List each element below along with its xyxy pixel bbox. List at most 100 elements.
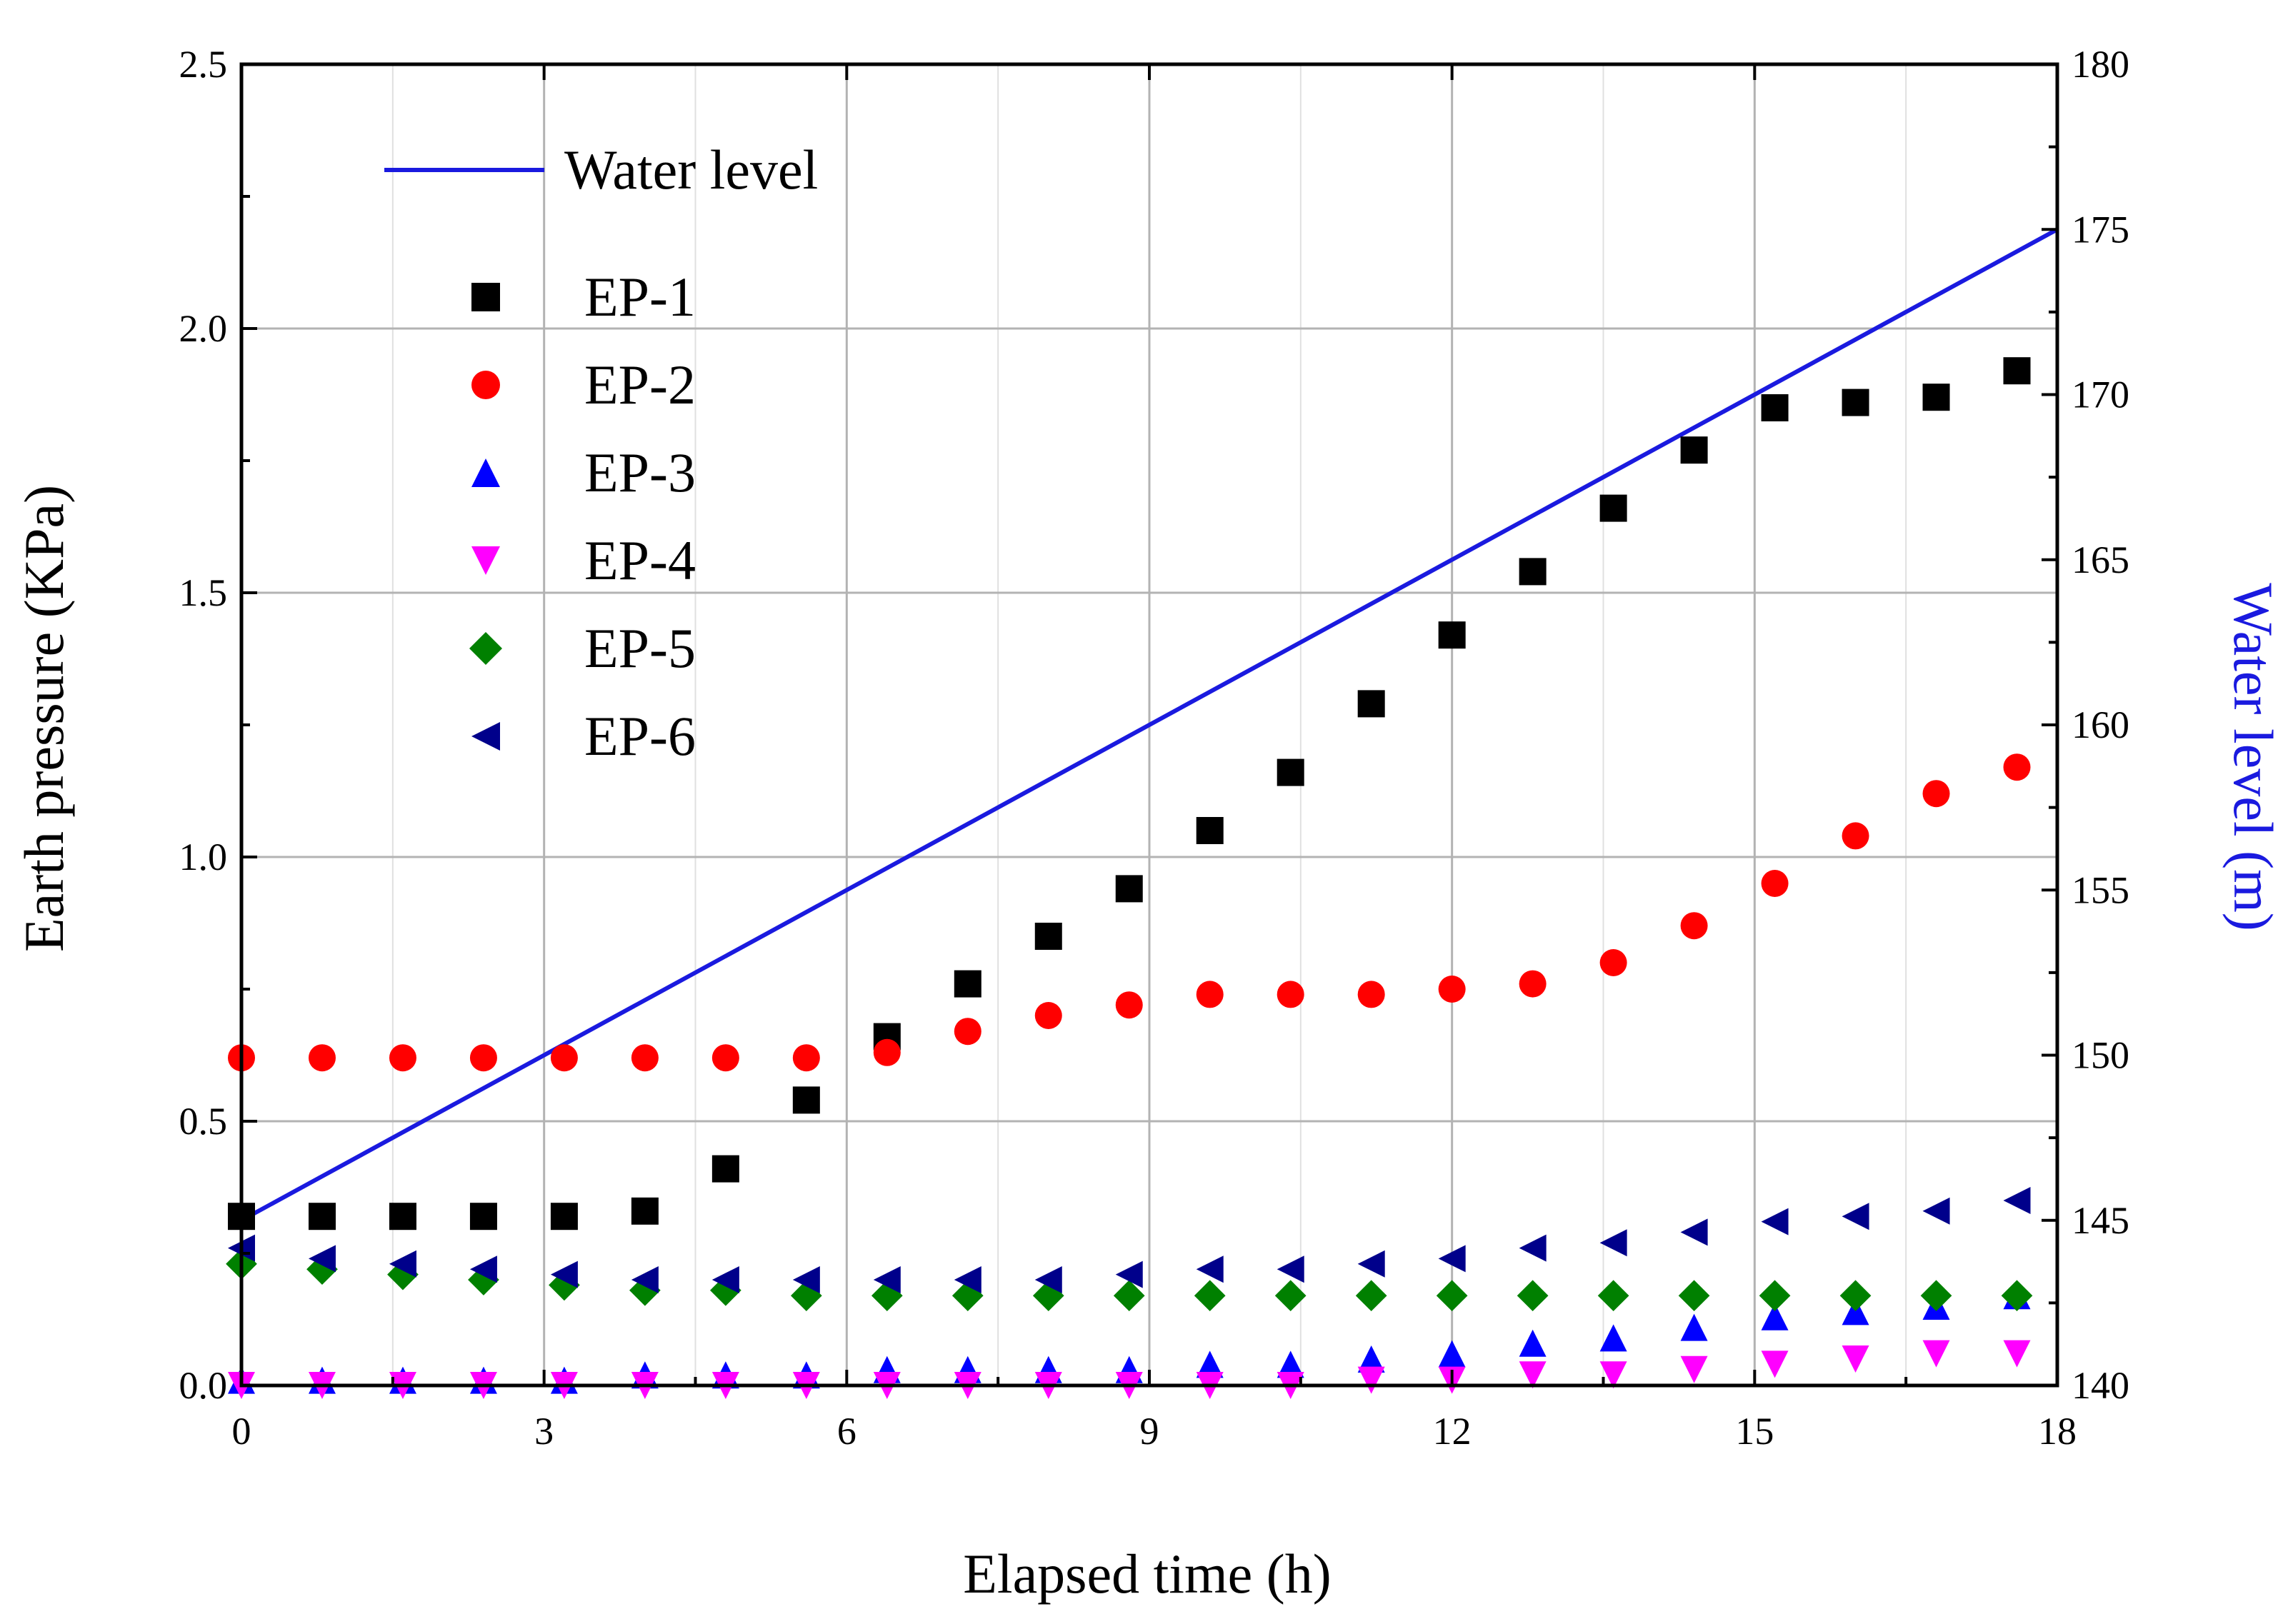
point-ep-4 bbox=[1599, 1361, 1627, 1389]
point-ep-6 bbox=[389, 1250, 416, 1278]
point-ep-1 bbox=[2003, 357, 2031, 385]
point-ep-6 bbox=[792, 1266, 820, 1293]
x-tick-label: 9 bbox=[1140, 1410, 1159, 1453]
series-ep-4 bbox=[228, 1340, 2031, 1399]
point-ep-2 bbox=[389, 1044, 416, 1072]
y2-tick-label: 160 bbox=[2072, 703, 2129, 746]
point-ep-1 bbox=[550, 1203, 578, 1230]
data-markers bbox=[226, 357, 2033, 1399]
x-tick-label: 12 bbox=[1433, 1410, 1472, 1453]
point-ep-2 bbox=[711, 1044, 739, 1072]
point-ep-2 bbox=[631, 1044, 659, 1072]
point-ep-2 bbox=[1196, 981, 1224, 1008]
point-ep-4 bbox=[1761, 1350, 1789, 1378]
point-ep-4 bbox=[1357, 1366, 1385, 1394]
point-ep-2 bbox=[308, 1044, 336, 1072]
point-ep-5 bbox=[1759, 1280, 1791, 1312]
legend-water-level-label: Water level bbox=[564, 139, 818, 201]
point-ep-1 bbox=[308, 1203, 336, 1230]
y2-tick-label: 175 bbox=[2072, 208, 2129, 251]
point-ep-1 bbox=[1438, 621, 1466, 649]
point-ep-1 bbox=[1599, 494, 1627, 522]
point-ep-5 bbox=[2001, 1280, 2033, 1312]
point-ep-2 bbox=[550, 1044, 578, 1072]
point-ep-6 bbox=[954, 1266, 981, 1293]
point-ep-6 bbox=[631, 1266, 659, 1293]
point-ep-3 bbox=[1842, 1298, 1869, 1325]
point-ep-4 bbox=[1519, 1361, 1547, 1389]
point-ep-1 bbox=[711, 1155, 739, 1183]
point-ep-1 bbox=[1761, 394, 1789, 421]
point-ep-1 bbox=[631, 1197, 659, 1225]
y-axis-title: Earth pressure (KPa) bbox=[13, 485, 75, 952]
y-tick-label: 2.0 bbox=[179, 307, 228, 350]
point-ep-6 bbox=[2003, 1187, 2031, 1214]
point-ep-2 bbox=[1277, 981, 1304, 1008]
y2-tick-label: 165 bbox=[2072, 538, 2129, 581]
legend-label-ep-6: EP-6 bbox=[584, 705, 696, 767]
point-ep-2 bbox=[954, 1018, 981, 1046]
y2-tick-label: 180 bbox=[2072, 43, 2129, 86]
point-ep-2 bbox=[873, 1038, 901, 1066]
point-ep-5 bbox=[1194, 1280, 1226, 1312]
point-ep-4 bbox=[1842, 1345, 1869, 1373]
y-tick-label: 2.5 bbox=[179, 43, 228, 86]
x-tick-label: 18 bbox=[2038, 1410, 2077, 1453]
y2-tick-label: 155 bbox=[2072, 868, 2129, 911]
point-ep-5 bbox=[1113, 1280, 1145, 1312]
point-ep-1 bbox=[1519, 558, 1547, 586]
point-ep-1 bbox=[1842, 389, 1869, 416]
point-ep-6 bbox=[1842, 1203, 1869, 1230]
point-ep-2 bbox=[1761, 870, 1789, 897]
point-ep-6 bbox=[1277, 1255, 1304, 1283]
point-ep-6 bbox=[1115, 1260, 1143, 1288]
point-ep-5 bbox=[1920, 1280, 1952, 1312]
point-ep-3 bbox=[1277, 1350, 1304, 1378]
point-ep-3 bbox=[1438, 1340, 1466, 1368]
point-ep-4 bbox=[1680, 1355, 1708, 1383]
legend: Water level EP-1 EP-2 EP-3 EP-4 EP-5 EP-6 bbox=[384, 139, 818, 767]
point-ep-1 bbox=[792, 1086, 820, 1114]
point-ep-3 bbox=[1519, 1329, 1547, 1357]
point-ep-1 bbox=[1680, 436, 1708, 464]
point-ep-2 bbox=[1922, 780, 1950, 808]
point-ep-6 bbox=[469, 1255, 497, 1283]
point-ep-1 bbox=[1115, 875, 1143, 903]
water-level-line bbox=[240, 227, 2059, 1223]
point-ep-6 bbox=[1357, 1250, 1385, 1278]
point-ep-6 bbox=[873, 1266, 901, 1293]
point-ep-1 bbox=[1277, 758, 1304, 786]
y-tick-label: 1.5 bbox=[179, 571, 228, 614]
point-ep-3 bbox=[1196, 1350, 1224, 1378]
y-tick-label: 0.5 bbox=[179, 1100, 228, 1143]
point-ep-6 bbox=[1761, 1208, 1789, 1235]
legend-label-ep-2: EP-2 bbox=[584, 354, 696, 416]
point-ep-1 bbox=[389, 1203, 416, 1230]
point-ep-5 bbox=[1355, 1280, 1387, 1312]
series-ep-6 bbox=[228, 1187, 2031, 1293]
legend-label-ep-4: EP-4 bbox=[584, 529, 696, 591]
point-ep-2 bbox=[1034, 1002, 1062, 1029]
legend-label-ep-3: EP-3 bbox=[584, 441, 696, 503]
point-ep-6 bbox=[1599, 1229, 1627, 1257]
point-ep-5 bbox=[468, 1264, 499, 1295]
ticks: 0 3 6 9 12 15 18 0.0 0.5 1.0 1.5 2.0 2.5 140 145 150 155… bbox=[179, 43, 2130, 1453]
y-tick-label: 1.0 bbox=[179, 836, 228, 878]
x-tick-label: 0 bbox=[232, 1410, 251, 1453]
y2-tick-label: 145 bbox=[2072, 1199, 2129, 1242]
point-ep-2 bbox=[1115, 991, 1143, 1019]
point-ep-5 bbox=[1436, 1280, 1468, 1312]
point-ep-6 bbox=[1519, 1234, 1547, 1262]
y2-tick-label: 140 bbox=[2072, 1364, 2129, 1407]
legend-marker-ep-1 bbox=[471, 283, 500, 311]
point-ep-1 bbox=[1922, 384, 1950, 411]
legend-marker-ep-3 bbox=[471, 458, 500, 487]
point-ep-5 bbox=[1274, 1280, 1307, 1312]
point-ep-1 bbox=[1196, 817, 1224, 844]
point-ep-2 bbox=[1438, 976, 1466, 1003]
point-ep-2 bbox=[1680, 912, 1708, 940]
point-ep-5 bbox=[1678, 1280, 1710, 1312]
point-ep-2 bbox=[2003, 753, 2031, 781]
point-ep-2 bbox=[1519, 970, 1547, 998]
